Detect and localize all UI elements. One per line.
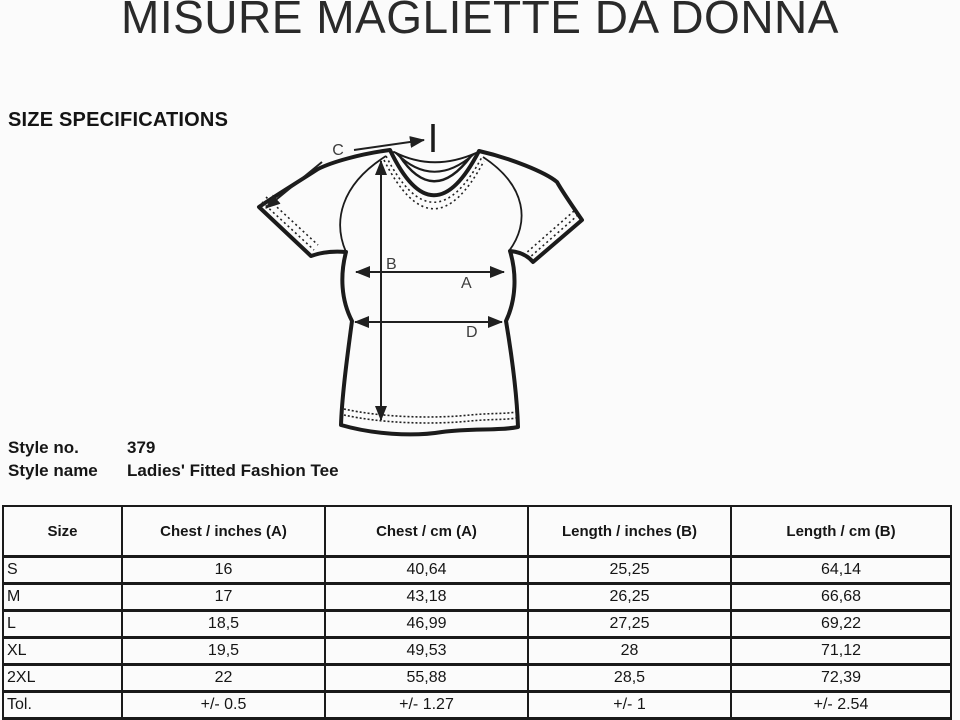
collar-stitching	[383, 155, 485, 210]
measure-label-c: C	[332, 142, 344, 159]
tshirt-diagram-image: C B A D	[257, 124, 584, 437]
value-cell: 22	[121, 663, 326, 693]
value-cell: 66,68	[730, 582, 952, 612]
value-cell: +/- 1.27	[324, 690, 529, 720]
collar-detail	[393, 151, 477, 183]
value-cell: 40,64	[324, 555, 529, 585]
size-cell: Tol.	[2, 690, 123, 720]
value-cell: 71,12	[730, 636, 952, 666]
style-name-row: Style name Ladies' Fitted Fashion Tee	[8, 459, 339, 482]
value-cell: 25,25	[527, 555, 732, 585]
col-header-chest-inches: Chest / inches (A)	[121, 505, 326, 558]
table-header-row: Size Chest / inches (A) Chest / cm (A) L…	[2, 505, 952, 558]
measure-label-d: D	[466, 324, 478, 341]
table-row-xl: XL 19,5 49,53 28 71,12	[2, 636, 952, 666]
value-cell: +/- 1	[527, 690, 732, 720]
size-cell: L	[2, 609, 123, 639]
value-cell: 16	[121, 555, 326, 585]
tshirt-outline	[257, 148, 584, 437]
arrow-c-upper	[353, 136, 425, 151]
size-cell: S	[2, 555, 123, 585]
value-cell: +/- 2.54	[730, 690, 952, 720]
arrow-c-lower	[265, 161, 323, 209]
value-cell: 43,18	[324, 582, 529, 612]
style-no-label: Style no.	[8, 438, 79, 457]
table-row-tolerance: Tol. +/- 0.5 +/- 1.27 +/- 1 +/- 2.54	[2, 690, 952, 720]
table-row-l: L 18,5 46,99 27,25 69,22	[2, 609, 952, 639]
section-heading: SIZE SPECIFICATIONS	[8, 109, 229, 131]
style-name-value: Ladies' Fitted Fashion Tee	[127, 461, 339, 480]
size-cell: M	[2, 582, 123, 612]
value-cell: 64,14	[730, 555, 952, 585]
value-cell: 26,25	[527, 582, 732, 612]
size-cell: XL	[2, 636, 123, 666]
col-header-chest-cm: Chest / cm (A)	[324, 505, 529, 558]
value-cell: 19,5	[121, 636, 326, 666]
col-header-size: Size	[2, 505, 123, 558]
page-title: MISURE MAGLIETTE DA DONNA	[121, 0, 839, 43]
value-cell: 18,5	[121, 609, 326, 639]
style-info: Style no. 379 Style name Ladies' Fitted Fa…	[8, 436, 339, 482]
col-header-length-cm: Length / cm (B)	[730, 505, 952, 558]
sleeve-seams	[339, 155, 523, 253]
style-no-row: Style no. 379	[8, 436, 339, 459]
col-header-length-inches: Length / inches (B)	[527, 505, 732, 558]
style-name-label: Style name	[8, 461, 98, 480]
size-table: Size Chest / inches (A) Chest / cm (A) L…	[2, 505, 952, 720]
table-row-m: M 17 43,18 26,25 66,68	[2, 582, 952, 612]
measure-label-b: B	[386, 256, 397, 273]
value-cell: 28,5	[527, 663, 732, 693]
measure-label-a: A	[461, 275, 472, 292]
value-cell: 69,22	[730, 609, 952, 639]
table-row-2xl: 2XL 22 55,88 28,5 72,39	[2, 663, 952, 693]
size-cell: 2XL	[2, 663, 123, 693]
value-cell: +/- 0.5	[121, 690, 326, 720]
measurement-arrows	[265, 136, 505, 421]
value-cell: 49,53	[324, 636, 529, 666]
value-cell: 46,99	[324, 609, 529, 639]
style-no-value: 379	[127, 438, 156, 457]
table-row-s: S 16 40,64 25,25 64,14	[2, 555, 952, 585]
value-cell: 72,39	[730, 663, 952, 693]
value-cell: 28	[527, 636, 732, 666]
value-cell: 17	[121, 582, 326, 612]
value-cell: 27,25	[527, 609, 732, 639]
hem-stitching	[343, 408, 517, 424]
value-cell: 55,88	[324, 663, 529, 693]
